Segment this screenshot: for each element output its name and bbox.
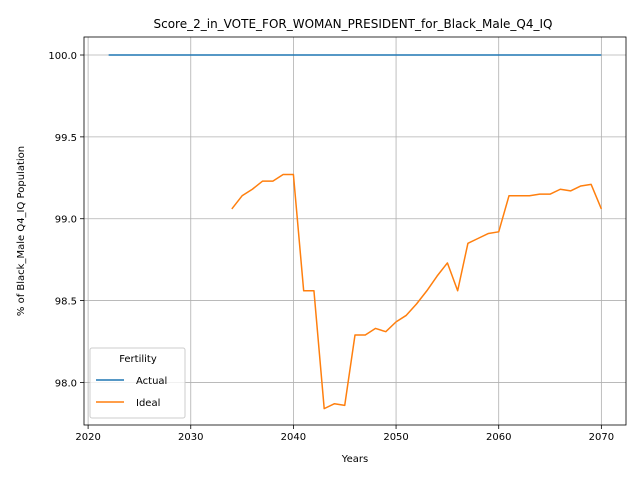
y-tick-label: 100.0: [48, 51, 77, 62]
x-tick-label: 2050: [383, 432, 408, 443]
x-tick-label: 2030: [178, 432, 203, 443]
x-axis-label: Years: [341, 454, 368, 465]
series-line-ideal: [231, 173, 603, 410]
plot-frame: [83, 36, 627, 426]
legend-title: Fertility: [119, 354, 157, 365]
y-axis-label: % of Black_Male Q4_IQ Population: [16, 146, 27, 316]
x-tick-label: 2070: [589, 432, 614, 443]
legend-box: [89, 347, 186, 419]
x-axis: 2020 2030 2040 2050 2060 2070: [75, 425, 614, 443]
x-tick-label: 2040: [281, 432, 306, 443]
y-tick-label: 98.0: [55, 378, 77, 389]
x-tick-label: 2020: [75, 432, 100, 443]
legend-label-ideal: Ideal: [136, 398, 160, 409]
y-tick-label: 98.5: [55, 297, 77, 308]
y-axis: 98.0 98.5 99.0 99.5 100.0: [48, 51, 84, 389]
legend-label-actual: Actual: [136, 376, 167, 387]
series-group: [108, 54, 603, 410]
y-tick-label: 99.5: [55, 133, 77, 144]
chart-title: Score_2_in_VOTE_FOR_WOMAN_PRESIDENT_for_…: [154, 17, 553, 31]
y-tick-label: 99.0: [55, 215, 77, 226]
legend: Fertility Actual Ideal: [89, 347, 186, 419]
x-tick-label: 2060: [486, 432, 511, 443]
